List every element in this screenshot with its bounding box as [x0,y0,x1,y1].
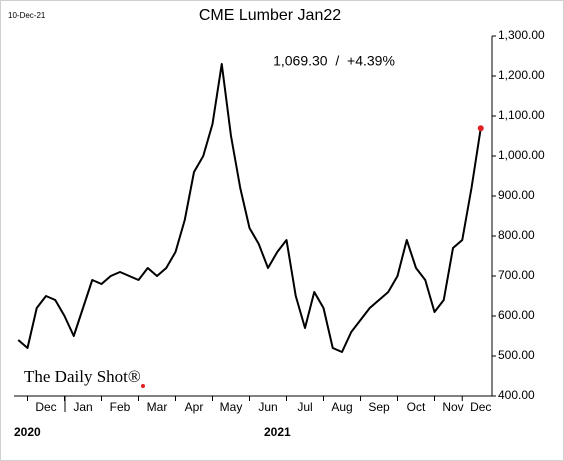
x-tick-label: Feb [110,400,131,414]
x-tick-label: May [220,400,243,414]
x-tick-label: Mar [147,400,168,414]
x-tick-label: Nov [442,400,463,414]
y-tick-label: 1,200.00 [498,68,545,82]
x-tick-label: Apr [185,400,204,414]
y-tick-label: 600.00 [498,308,535,322]
y-tick-label: 1,000.00 [498,148,545,162]
x-tick-label: Jul [297,400,312,414]
x-tick-label: Aug [331,400,352,414]
y-tick-label: 500.00 [498,348,535,362]
x-tick-label: Jun [258,400,277,414]
series-line [17,63,482,353]
y-tick-label: 400.00 [498,388,535,402]
x-tick-label: Dec [470,400,491,414]
year-label: 2021 [264,425,291,439]
y-tick-label: 900.00 [498,188,535,202]
chart-title: CME Lumber Jan22 [199,7,341,24]
annotation: 1,069.30 / +4.39% [273,53,395,69]
y-tick-label: 700.00 [498,268,535,282]
y-tick-label: 1,100.00 [498,108,545,122]
y-tick-label: 1,300.00 [498,28,545,42]
last-point [477,125,484,132]
date: 10-Dec-21 [8,11,46,20]
x-tick-label: Sep [368,400,390,414]
source-logo: The Daily Shot® [24,367,141,386]
y-tick-label: 800.00 [498,228,535,242]
x-tick-label: Oct [407,400,426,414]
x-tick-label: Dec [35,400,56,414]
year-label: 2020 [14,425,41,439]
x-tick-label: Jan [73,400,92,414]
logo-dot [141,384,145,388]
